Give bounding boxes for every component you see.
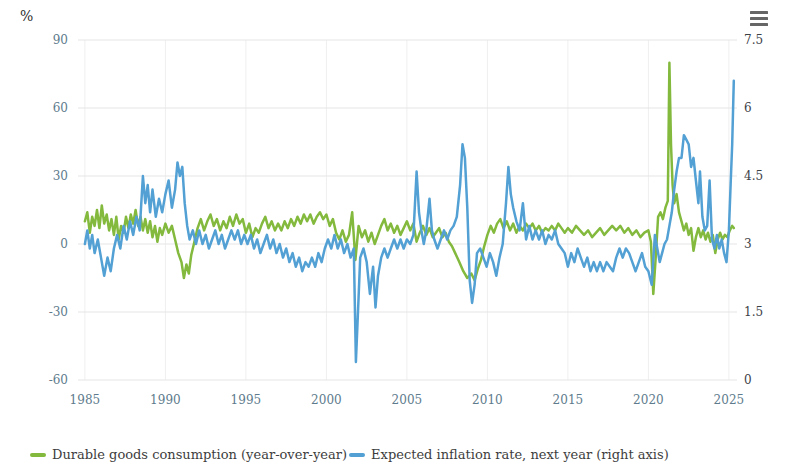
legend-label: Expected inflation rate, next year (righ… [371,447,669,462]
y-axis-left-tick-label: -60 [22,372,68,388]
x-axis-tick-label: 2015 [538,393,598,407]
menu-bar [750,23,768,26]
legend-item-durable-goods[interactable]: Durable goods consumption (year-over-yea… [30,447,347,462]
x-axis-tick-label: 1995 [216,393,276,407]
y-axis-right-tick-label: 6 [744,100,752,116]
x-axis-tick-label: 2000 [296,393,356,407]
y-axis-left-tick-label: 30 [22,168,68,184]
x-axis-tick-label: 1985 [55,393,115,407]
durable-goods-swatch [30,453,46,457]
y-axis-left-tick-label: 90 [22,32,68,48]
x-axis-tick-label: 2020 [618,393,678,407]
plot-area[interactable] [78,40,737,380]
menu-bar [750,11,768,14]
chart-container: % 90 60 30 0 -30 -60 7.5 6 4.5 3 1.5 0 1985 1990 199… [0,0,787,472]
y-axis-left-tick-label: 0 [22,236,68,252]
y-axis-left-tick-label: -30 [22,304,68,320]
x-axis-tick-label: 2005 [377,393,437,407]
x-axis-tick-label: 2025 [699,393,759,407]
legend: Durable goods consumption (year-over-yea… [30,447,669,462]
menu-bar [750,17,768,20]
x-axis-tick-label: 2010 [457,393,517,407]
legend-item-expected-inflation[interactable]: Expected inflation rate, next year (righ… [349,447,669,462]
y-axis-right-tick-label: 4.5 [744,168,763,184]
expected-inflation-line [85,81,734,362]
expected-inflation-swatch [349,453,365,457]
hamburger-menu-icon[interactable] [750,11,768,26]
left-axis-title: % [20,8,33,24]
y-axis-right-tick-label: 1.5 [744,304,763,320]
legend-label: Durable goods consumption (year-over-yea… [52,447,347,462]
chart-svg [78,40,737,380]
y-axis-right-tick-label: 7.5 [744,32,763,48]
x-axis-tick-label: 1990 [135,393,195,407]
y-axis-left-tick-label: 60 [22,100,68,116]
y-axis-right-tick-label: 0 [744,372,752,388]
y-axis-right-tick-label: 3 [744,236,752,252]
